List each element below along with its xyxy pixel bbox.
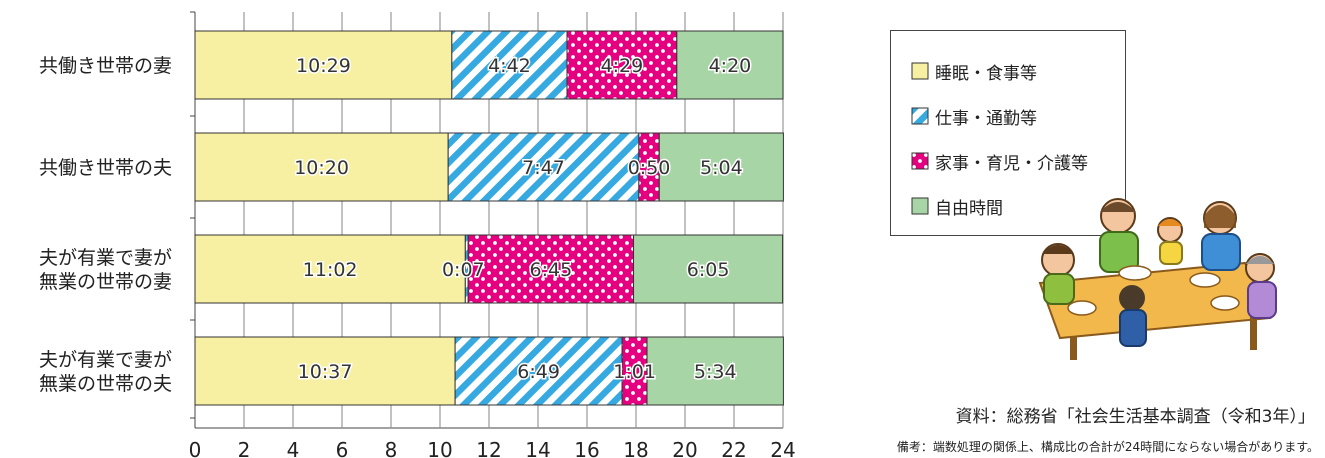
- footnote: 備考：端数処理の関係上、構成比の合計が24時間にならない場合があります。: [896, 440, 1319, 454]
- data-label: 7:47: [522, 157, 565, 179]
- data-label: 6:49: [517, 361, 560, 383]
- x-tick-label: 10: [427, 438, 452, 458]
- data-label: 6:45: [530, 259, 573, 281]
- x-tick-label: 18: [623, 438, 648, 458]
- category-label: 夫が有業で妻が: [39, 349, 172, 371]
- data-label: 4:42: [488, 55, 531, 77]
- legend-item: 家事・育児・介護等: [911, 149, 1088, 174]
- chart-data-labels: 10:29 4:42 4:29 4:20 10:20 7:47 0:50 5:04 11:02 0…: [293, 54, 753, 385]
- data-label: 1:01: [613, 361, 656, 383]
- bar-segment: [676, 30, 784, 100]
- data-label: 11:02: [303, 259, 358, 281]
- x-tick-label: 16: [574, 438, 599, 458]
- legend-swatch: [911, 107, 929, 125]
- bar-segment: [451, 30, 568, 100]
- x-tick-label: 24: [770, 438, 795, 458]
- data-label: 10:20: [294, 157, 349, 179]
- bar-segment: [566, 30, 678, 100]
- legend-item: 睡眠・食事等: [911, 59, 1037, 84]
- bar-segment: [194, 132, 449, 202]
- x-tick-label: 12: [476, 438, 501, 458]
- category-label: 共働き世帯の妻: [39, 55, 172, 77]
- chart-category-labels: 共働き世帯の妻共働き世帯の夫夫が有業で妻が無業の世帯の妻夫が有業で妻が無業の世帯…: [39, 55, 172, 395]
- data-label: 4:29: [601, 55, 644, 77]
- legend-label: 自由時間: [935, 198, 1003, 219]
- chart-legend: 睡眠・食事等 仕事・通勤等家事・育児・介護等 自由時間: [890, 30, 1126, 236]
- data-label: 4:20: [709, 55, 752, 77]
- category-label: 共働き世帯の夫: [39, 157, 172, 179]
- data-label: 5:04: [700, 157, 743, 179]
- x-tick-label: 22: [721, 438, 746, 458]
- data-label: 0:07: [442, 259, 485, 281]
- chart-x-tick-labels: 0 2 4 6 8 10 12 14 16 18 20 22 24: [189, 438, 796, 458]
- x-tick-label: 8: [385, 438, 398, 458]
- bar-segment: [646, 336, 784, 406]
- family-dinner-illustration: [1038, 198, 1277, 360]
- x-tick-label: 20: [672, 438, 697, 458]
- bar-segment: [454, 336, 623, 406]
- data-label: 10:29: [296, 55, 351, 77]
- legend-item: 仕事・通勤等: [911, 104, 1037, 129]
- x-tick-label: 4: [287, 438, 300, 458]
- bar-segment: [658, 132, 784, 202]
- x-tick-label: 0: [189, 438, 202, 458]
- x-tick-label: 14: [525, 438, 550, 458]
- legend-swatch: [911, 62, 929, 80]
- category-label: 夫が有業で妻が: [39, 247, 172, 269]
- legend-label: 仕事・通勤等: [935, 108, 1037, 129]
- category-label: 無業の世帯の妻: [39, 271, 172, 293]
- legend-item: 自由時間: [911, 194, 1003, 219]
- legend-label: 睡眠・食事等: [935, 63, 1037, 84]
- source-note: 資料：総務省「社会生活基本調査（令和3年）」: [955, 407, 1315, 427]
- legend-label: 家事・育児・介護等: [935, 153, 1088, 174]
- x-tick-label: 6: [336, 438, 349, 458]
- legend-swatch: [911, 197, 929, 215]
- bar-segment: [194, 234, 466, 304]
- data-label: 10:37: [298, 361, 353, 383]
- data-label: 6:05: [687, 259, 730, 281]
- stacked-bar-chart: 10:29 4:42 4:29 4:20 10:20 7:47 0:50 5:04 11:02 0…: [39, 11, 796, 458]
- bar-segment: [194, 336, 456, 406]
- category-label: 無業の世帯の夫: [39, 373, 172, 395]
- bar-segment: [194, 30, 453, 100]
- bar-segment: [447, 132, 640, 202]
- data-label: 0:50: [628, 157, 671, 179]
- x-tick-label: 2: [238, 438, 251, 458]
- bar-segment: [633, 234, 784, 304]
- bar-segment: [467, 234, 635, 304]
- legend-swatch: [911, 152, 929, 170]
- data-label: 5:34: [694, 361, 737, 383]
- chart-bars: [194, 30, 784, 406]
